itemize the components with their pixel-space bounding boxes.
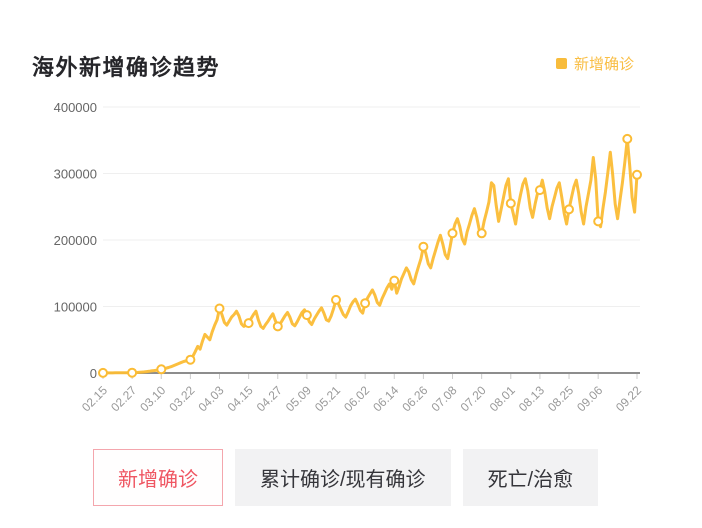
x-axis-tick-label: 06.02	[341, 383, 372, 414]
x-axis-tick-label: 08.13	[516, 383, 547, 414]
data-point-marker[interactable]	[98, 367, 108, 378]
tab-cumulative-existing-confirmed[interactable]: 累计确诊/现有确诊	[235, 449, 451, 506]
data-point-marker[interactable]	[127, 367, 138, 378]
data-point-marker[interactable]	[476, 228, 487, 239]
data-point-marker[interactable]	[593, 216, 604, 227]
x-axis-tick-label: 07.08	[429, 383, 460, 414]
data-point-marker[interactable]	[156, 364, 167, 375]
data-point-marker[interactable]	[301, 310, 312, 321]
x-axis-tick-label: 08.01	[487, 383, 518, 414]
x-axis-tick-label: 04.15	[225, 383, 256, 414]
x-axis-tick-label: 07.20	[458, 383, 489, 414]
x-axis-tick-label: 05.21	[312, 383, 343, 414]
data-point-marker[interactable]	[272, 321, 283, 332]
x-axis-tick-label: 04.27	[254, 383, 285, 414]
x-axis-tick-label: 02.27	[108, 383, 139, 414]
data-point-marker[interactable]	[534, 185, 545, 196]
y-axis-tick-label: 300000	[54, 167, 97, 182]
data-point-marker[interactable]	[360, 298, 371, 309]
x-axis-tick-label: 05.09	[283, 383, 314, 414]
x-axis-tick-label: 03.22	[166, 383, 197, 414]
data-point-marker[interactable]	[243, 318, 254, 329]
x-axis-tick-label: 04.03	[195, 383, 226, 414]
data-point-marker[interactable]	[564, 204, 574, 215]
data-point-marker[interactable]	[447, 228, 458, 239]
trend-line-chart[interactable]: 0 100000 200000 300000 400000 02.1502.2703.10…	[0, 0, 702, 445]
tab-bar: 新增确诊 累计确诊/现有确诊 死亡/治愈	[93, 449, 610, 506]
legend-square-icon	[556, 58, 567, 69]
data-point-marker[interactable]	[331, 294, 341, 305]
x-axis-tick-label: 06.26	[399, 383, 430, 414]
x-axis-tick-label: 08.25	[545, 383, 576, 414]
data-point-marker[interactable]	[185, 354, 196, 365]
data-point-marker[interactable]	[389, 275, 400, 286]
y-axis-tick-label: 100000	[54, 300, 97, 315]
legend-new-confirmed[interactable]: 新增确诊	[556, 53, 634, 74]
x-axis-tick-label: 03.10	[137, 383, 168, 414]
data-point-marker[interactable]	[622, 133, 633, 144]
data-point-marker[interactable]	[214, 303, 225, 314]
legend-label: 新增确诊	[574, 56, 635, 73]
y-axis-tick-label: 0	[90, 366, 97, 381]
x-axis-tick-label: 06.14	[370, 383, 401, 414]
tab-new-confirmed[interactable]: 新增确诊	[93, 449, 223, 506]
x-axis-tick-label: 09.06	[574, 383, 605, 414]
data-point-marker[interactable]	[632, 169, 642, 180]
y-axis-tick-label: 400000	[54, 100, 97, 115]
x-axis-tick-label: 09.22	[613, 383, 644, 414]
chart-title: 海外新增确诊趋势	[32, 55, 221, 80]
data-point-marker[interactable]	[505, 198, 516, 209]
x-axis-tick-label: 02.15	[79, 383, 110, 414]
data-point-marker[interactable]	[418, 241, 429, 252]
y-axis-tick-label: 200000	[54, 233, 97, 248]
tab-death-cure[interactable]: 死亡/治愈	[462, 449, 599, 506]
